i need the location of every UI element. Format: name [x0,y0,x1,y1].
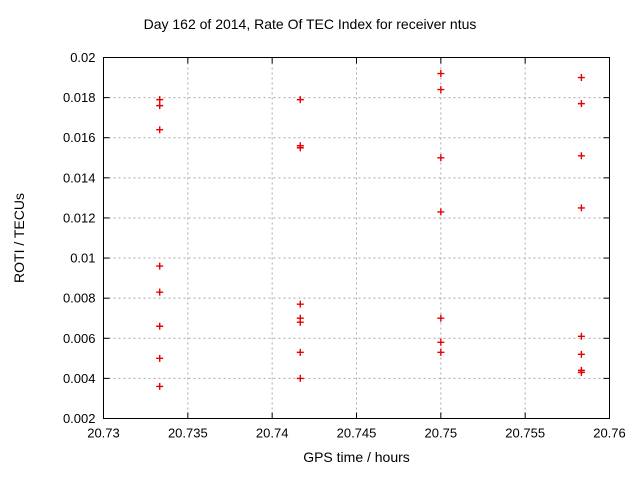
data-point-marker [156,322,164,330]
data-point-marker [296,144,304,152]
data-point-marker [156,288,164,296]
y-tick-label: 0.006 [63,331,96,346]
y-tick-label: 0.016 [63,130,96,145]
data-point-marker [296,318,304,326]
data-point-marker [437,86,445,94]
data-point-marker [577,332,585,340]
data-point-marker [296,300,304,308]
data-point-marker [156,96,164,104]
x-tick-label: 20.745 [337,426,377,441]
data-point-marker [437,208,445,216]
x-tick-label: 20.75 [425,426,458,441]
x-tick-label: 20.735 [168,426,208,441]
y-tick-label: 0.01 [70,251,95,266]
data-point-marker [296,374,304,382]
y-tick-label: 0.004 [63,371,96,386]
data-point-marker [156,354,164,362]
y-tick-label: 0.012 [63,210,96,225]
data-point-marker [156,126,164,134]
data-point-marker [437,70,445,78]
data-point-marker [296,96,304,104]
data-point-marker [577,152,585,160]
data-point-marker [437,348,445,356]
x-tick-label: 20.76 [593,426,626,441]
data-point-marker [577,74,585,82]
x-tick-label: 20.74 [256,426,289,441]
data-point-marker [156,102,164,110]
y-tick-label: 0.008 [63,291,96,306]
data-point-marker [577,204,585,212]
data-point-marker [437,314,445,322]
y-axis-title: ROTI / TECUs [11,193,27,283]
data-point-marker [437,338,445,346]
data-point-marker [577,100,585,108]
y-tick-label: 0.02 [70,50,95,65]
data-point-marker [577,350,585,358]
data-point-marker [437,154,445,162]
x-axis-title: GPS time / hours [303,449,410,465]
data-point-marker [156,382,164,390]
y-tick-label: 0.002 [63,411,96,426]
data-point-marker [296,348,304,356]
y-tick-label: 0.014 [63,170,96,185]
data-point-marker [577,368,585,376]
y-tick-label: 0.018 [63,90,96,105]
data-point-marker [156,262,164,270]
x-tick-label: 20.73 [87,426,120,441]
chart-title: Day 162 of 2014, Rate Of TEC Index for r… [143,16,477,32]
x-tick-label: 20.755 [505,426,545,441]
